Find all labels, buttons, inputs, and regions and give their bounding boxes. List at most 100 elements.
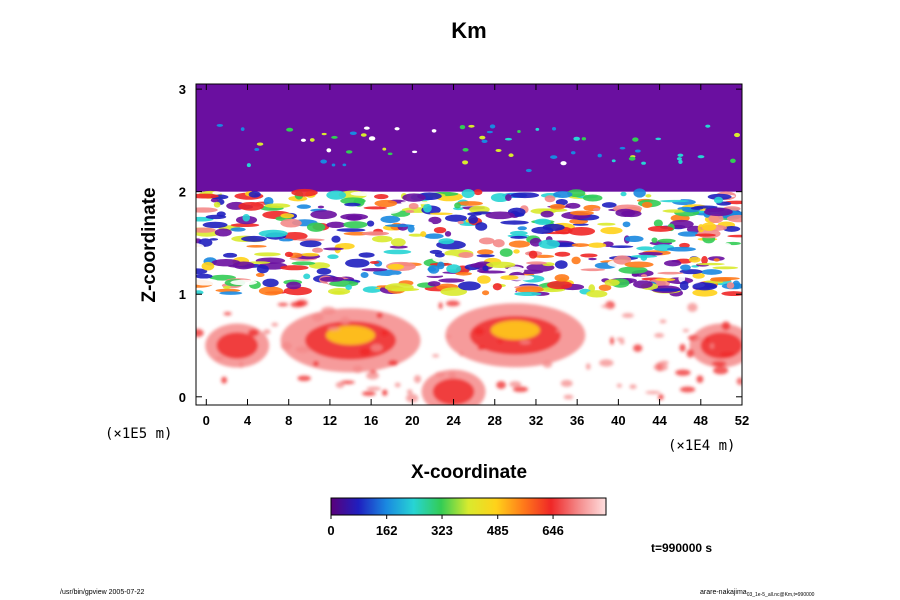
turbulence-cell xyxy=(306,222,326,232)
turbulence-cell xyxy=(336,242,355,250)
plume-speck xyxy=(277,302,289,307)
turbulence-cell xyxy=(296,204,311,209)
plume-speck xyxy=(432,354,440,358)
turbulence-cell xyxy=(713,258,720,262)
plume-speck xyxy=(560,379,573,387)
colorbar xyxy=(330,497,607,516)
turbulence-cell xyxy=(345,258,370,268)
turbulence-cell xyxy=(279,238,294,242)
turbulence-cell xyxy=(454,202,461,209)
turbulence-cell xyxy=(669,219,694,229)
turbulence-cell xyxy=(413,220,433,227)
turbulence-cell xyxy=(708,213,724,224)
turbulence-cell xyxy=(329,280,359,287)
turbulence-cell xyxy=(609,245,634,249)
turbulence-cell xyxy=(427,281,441,287)
upper-layer xyxy=(196,84,742,192)
turbulence-cell xyxy=(571,256,581,265)
turbulence-cell xyxy=(384,224,415,228)
turbulence-cell xyxy=(434,252,445,258)
turbulence-cell xyxy=(500,275,519,280)
turbulence-cell xyxy=(624,261,654,268)
x-tick-label: 16 xyxy=(364,413,378,428)
turbulence-cell xyxy=(696,262,725,266)
x-tick-label: 8 xyxy=(285,413,292,428)
upper-speck xyxy=(535,127,540,131)
plume-speck xyxy=(448,371,456,379)
turbulence-cell xyxy=(344,202,361,207)
turbulence-cell xyxy=(391,287,420,292)
x-tick-label: 4 xyxy=(244,413,252,428)
turbulence-cell xyxy=(363,206,388,210)
turbulence-cell xyxy=(213,201,221,208)
turbulence-cell xyxy=(657,271,684,275)
turbulence-cell xyxy=(641,201,653,209)
plume-speck xyxy=(434,371,446,378)
turbulence-cell xyxy=(390,238,406,247)
upper-speck xyxy=(628,156,636,161)
plume-speck xyxy=(340,316,351,325)
plume-speck xyxy=(679,343,686,352)
turbulence-cell xyxy=(500,220,529,225)
turbulence-cell xyxy=(291,261,316,266)
upper-speck xyxy=(368,136,376,141)
turbulence-cell xyxy=(336,228,366,232)
upper-speck xyxy=(551,127,557,131)
turbulence-cell xyxy=(219,291,243,295)
plume-speck xyxy=(687,302,698,312)
turbulence-cell xyxy=(262,278,279,288)
turbulence-cell xyxy=(202,221,228,229)
turbulence-cell xyxy=(549,203,566,210)
turbulence-cell xyxy=(704,207,733,217)
plume-speck xyxy=(709,343,715,350)
plume-speck xyxy=(321,306,336,315)
turbulence-cell xyxy=(587,242,607,248)
plume-speck xyxy=(361,391,376,396)
plume-peak xyxy=(326,325,376,345)
turbulence-cell xyxy=(477,275,491,284)
turbulence-cell xyxy=(510,230,528,236)
plume-speck xyxy=(405,393,419,403)
turbulence-cell xyxy=(303,273,311,280)
turbulence-cell xyxy=(692,288,718,297)
upper-speck xyxy=(581,137,587,141)
turbulence-cell xyxy=(692,272,705,279)
turbulence-cell xyxy=(461,188,475,199)
colorbar-tick-label: 162 xyxy=(376,523,398,538)
turbulence-cell xyxy=(618,266,648,274)
plume-speck xyxy=(214,356,224,360)
colorbar-tick-label: 485 xyxy=(487,523,509,538)
turbulence-cell xyxy=(408,233,425,237)
upper-speck xyxy=(240,127,245,132)
turbulence-cell xyxy=(499,248,513,257)
plume-speck xyxy=(445,334,452,339)
turbulence-cell xyxy=(429,212,453,215)
turbulence-cell xyxy=(647,225,674,232)
plume-speck xyxy=(705,337,710,342)
turbulence-cell xyxy=(433,227,447,234)
upper-speck xyxy=(570,151,576,155)
upper-speck xyxy=(468,124,475,128)
turbulence-cell xyxy=(215,288,241,293)
turbulence-cell xyxy=(258,229,288,238)
plume-speck xyxy=(311,313,324,322)
turbulence-cell xyxy=(468,215,479,224)
x-tick-label: 44 xyxy=(652,413,667,428)
turbulence-cell xyxy=(256,264,269,274)
turbulence-cell xyxy=(455,271,472,276)
upper-speck xyxy=(619,146,626,150)
plume-speck xyxy=(313,361,319,367)
plume-speck xyxy=(512,386,529,393)
turbulence-cell xyxy=(604,279,620,286)
turbulence-cell xyxy=(546,280,573,290)
upper-speck xyxy=(254,147,260,151)
footer-right-sub: 03_1e-5_all.nc@Km,t=990000 xyxy=(747,592,815,598)
turbulence-cell xyxy=(327,287,351,295)
turbulence-cell xyxy=(712,266,739,270)
plume-speck xyxy=(711,361,727,367)
turbulence-cell xyxy=(196,207,218,213)
turbulence-cell xyxy=(196,278,219,286)
plume-peak xyxy=(490,320,540,340)
turbulence-cell xyxy=(690,206,704,210)
x-tick-label: 12 xyxy=(323,413,337,428)
